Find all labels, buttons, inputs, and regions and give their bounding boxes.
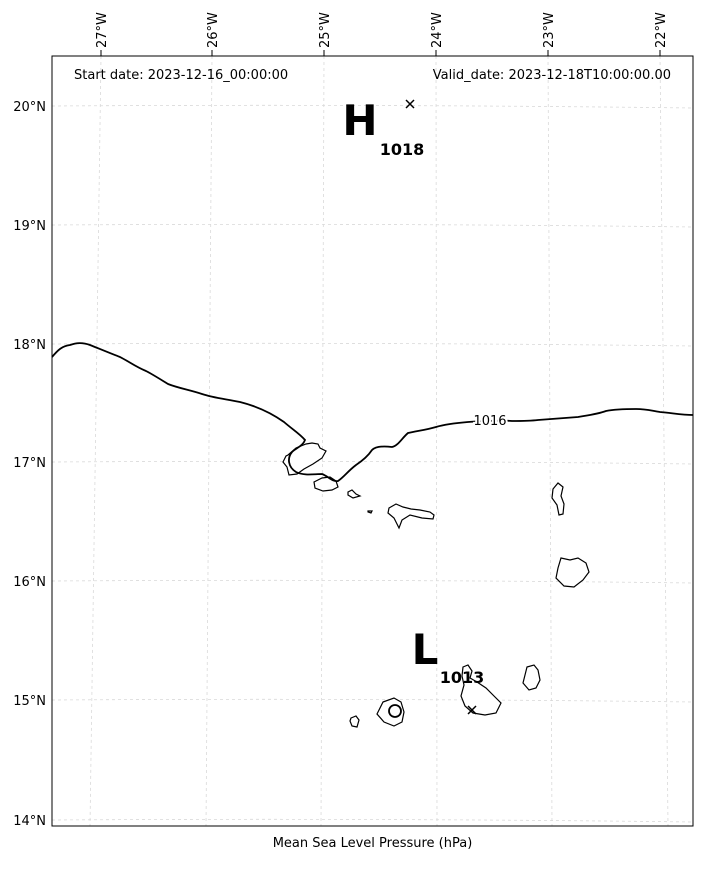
high-pressure-center: H 1018: [342, 96, 424, 159]
island-sal: [551, 482, 565, 516]
lon-tick-label: 25°W: [318, 12, 333, 48]
lon-tick-label: 23°W: [542, 12, 557, 48]
low-pressure-center: L 1013: [412, 625, 485, 715]
coastlines: [282, 442, 590, 728]
isobar-1016: [51, 342, 694, 482]
lat-tick-label: 17°N: [13, 456, 46, 471]
high-center-marker: [405, 99, 415, 109]
island-boa-vista: [555, 557, 590, 588]
lon-ticks: 27°W 26°W 25°W 24°W 23°W 22°W: [95, 12, 669, 56]
high-value: 1018: [380, 140, 425, 159]
low-value: 1013: [440, 668, 485, 687]
start-date-label: Start date: 2023-12-16_00:00:00: [74, 68, 288, 83]
x-axis-label: Mean Sea Level Pressure (hPa): [272, 836, 473, 851]
lat-tick-label: 19°N: [13, 219, 46, 234]
lon-tick-label: 27°W: [95, 12, 110, 48]
lat-tick-label: 20°N: [13, 100, 46, 115]
lon-tick-label: 26°W: [206, 12, 221, 48]
island-fogo: [376, 697, 405, 727]
low-center-marker: [467, 705, 477, 715]
island-sao-vicente: [313, 476, 339, 492]
isobar-label-1016: 1016: [473, 414, 506, 429]
low-symbol: L: [412, 625, 439, 674]
island-raso: [367, 510, 373, 514]
lat-tick-label: 15°N: [13, 694, 46, 709]
high-symbol: H: [342, 96, 377, 145]
lon-tick-label: 24°W: [430, 12, 445, 48]
island-brava: [349, 715, 360, 728]
lat-tick-label: 18°N: [13, 338, 46, 353]
lat-tick-label: 16°N: [13, 575, 46, 590]
map-frame: [51, 55, 694, 827]
island-sao-nicolau: [387, 503, 435, 530]
island-maio: [522, 664, 541, 691]
graticule: [51, 55, 694, 827]
valid-date-label: Valid_date: 2023-12-18T10:00:00.00: [433, 68, 671, 83]
island-santa-luzia: [347, 489, 362, 499]
lon-tick-label: 22°W: [654, 12, 669, 48]
lat-tick-label: 14°N: [13, 814, 46, 829]
lat-ticks: 20°N 19°N 18°N 17°N 16°N 15°N 14°N: [13, 100, 46, 829]
low-contour: [388, 704, 402, 718]
island-santiago: [460, 664, 502, 716]
